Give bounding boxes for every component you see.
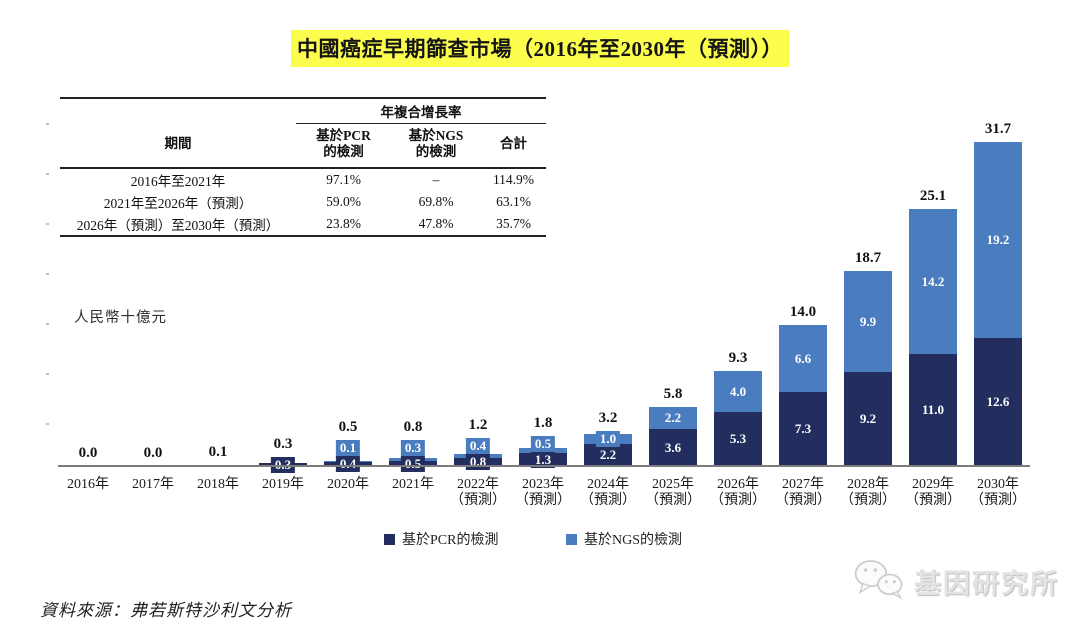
cagr-table-cell: 63.1% xyxy=(496,194,531,209)
cagr-table-cell: 114.9% xyxy=(492,172,535,187)
wechat-icon xyxy=(852,556,906,607)
x-axis-label: 2019年 xyxy=(262,477,304,492)
bar-segment-label: 0.3 xyxy=(400,440,426,456)
cagr-table-cell: 2016年至2021年 xyxy=(130,174,226,189)
bar-segment-label: 12.6 xyxy=(982,394,1014,410)
cagr-table: 年複合增長率 期間 基於PCR 的檢測 基於NGS 的檢測 合計 2016年至2021… xyxy=(60,97,547,237)
bar-total-label: 0.0 xyxy=(143,445,163,461)
bar-total-label: 0.5 xyxy=(338,419,358,435)
cagr-table-cell: 35.7% xyxy=(496,216,531,231)
x-axis-label: 2025年 （預測） xyxy=(645,477,701,508)
y-axis-unit-label: 人民幣十億元 xyxy=(74,310,167,326)
cagr-table-row: 2016年至2021年 97.1% – 114.9% xyxy=(60,168,546,191)
x-axis-label: 2027年 （預測） xyxy=(775,477,831,508)
bar-total-label: 31.7 xyxy=(984,121,1012,137)
bar-total-label: 5.8 xyxy=(663,386,683,402)
cagr-table-cell: 59.0% xyxy=(326,194,361,209)
bar-total-label: 0.3 xyxy=(273,436,293,452)
x-axis-label: 2023年 （預測） xyxy=(515,477,571,508)
highlighted-title: 中國癌症早期篩查市場（2016年至2030年（預測）） xyxy=(291,30,789,67)
x-axis-label: 2021年 xyxy=(392,477,434,492)
legend-label-pcr: 基於PCR的檢測 xyxy=(402,533,499,548)
cagr-group-header: 年複合增長率 xyxy=(296,98,547,124)
cagr-column-header-row: 期間 基於PCR 的檢測 基於NGS 的檢測 合計 xyxy=(60,123,547,169)
cagr-table-cell: 69.8% xyxy=(418,194,454,209)
bar-segment-label: 11.0 xyxy=(917,402,949,418)
bar-total-label: 14.0 xyxy=(789,304,817,320)
bar-segment-label: 14.2 xyxy=(917,274,949,290)
cagr-table-row: 2026年（預測）至2030年（預測） 23.8% 47.8% 35.7% xyxy=(60,213,546,236)
bar-segment-label: 7.3 xyxy=(790,421,816,437)
bar-total-label: 1.8 xyxy=(533,415,553,431)
bar-segment-label: 4.0 xyxy=(725,384,751,400)
bar-segment-label: 9.2 xyxy=(855,411,881,427)
y-axis-tick xyxy=(46,423,49,425)
x-axis-label: 2030年 （預測） xyxy=(970,477,1026,508)
bar-segment-label: 5.3 xyxy=(725,431,751,447)
bar-segment-label: 0.1 xyxy=(335,440,361,456)
x-axis-label: 2028年 （預測） xyxy=(840,477,896,508)
legend-item-ngs: 基於NGS的檢測 xyxy=(566,529,682,549)
y-axis-tick xyxy=(46,273,49,275)
watermark-text: 基因研究所 xyxy=(914,569,1059,599)
y-axis-tick xyxy=(46,373,49,375)
bar-total-label: 25.1 xyxy=(919,188,947,204)
bar-segment-label: 0.8 xyxy=(465,454,491,470)
y-axis-tick xyxy=(46,323,49,325)
bar-total-label: 9.3 xyxy=(728,350,748,366)
bar-segment-label: 0.5 xyxy=(530,436,556,452)
legend-item-pcr: 基於PCR的檢測 xyxy=(384,529,498,549)
bar-total-label: 0.0 xyxy=(78,445,98,461)
cagr-table-cell: 23.8% xyxy=(326,216,361,231)
bar-segment-label: 0.5 xyxy=(400,456,426,472)
bar-total-label: 0.1 xyxy=(208,444,228,460)
x-axis-label: 2024年 （預測） xyxy=(580,477,636,508)
y-axis-tick xyxy=(46,123,49,125)
cagr-group-row: 年複合增長率 xyxy=(60,98,547,124)
x-axis-label: 2026年 （預測） xyxy=(710,477,766,508)
legend-label-ngs: 基於NGS的檢測 xyxy=(584,533,683,548)
cagr-table-cell: – xyxy=(432,172,440,187)
bar-segment-label: 3.6 xyxy=(660,440,686,456)
source-attribution: 資料來源：弗若斯特沙利文分析 xyxy=(40,601,292,620)
cagr-table-cell: 2026年（預測）至2030年（預測） xyxy=(76,218,280,233)
y-axis-tick xyxy=(46,223,49,225)
x-axis-label: 2016年 xyxy=(67,477,109,492)
x-axis-label: 2022年 （預測） xyxy=(450,477,506,508)
bar-segment-label: 2.2 xyxy=(660,410,686,426)
cagr-column-header: 基於PCR 的檢測 xyxy=(296,123,391,169)
x-axis-line xyxy=(58,465,1030,467)
bar-segment-label: 9.9 xyxy=(855,314,881,330)
cagr-column-header: 期間 xyxy=(60,123,296,169)
ngs-color-swatch xyxy=(566,533,577,545)
x-axis-label: 2017年 xyxy=(132,477,174,492)
y-axis-tick xyxy=(46,173,49,175)
bar-total-label: 3.2 xyxy=(598,410,618,426)
bar-total-label: 1.2 xyxy=(468,417,488,433)
bar-total-label: 18.7 xyxy=(854,250,882,266)
cagr-table-cell: 2021年至2026年（預測） xyxy=(103,196,253,211)
x-axis-label: 2018年 xyxy=(197,477,239,492)
bar-segment-label: 1.0 xyxy=(595,431,621,447)
bar-segment-label: 0.4 xyxy=(465,438,491,454)
bar-segment-label: 6.6 xyxy=(790,351,816,367)
page-title: 中國癌症早期篩查市場（2016年至2030年（預測）） xyxy=(0,30,1080,67)
bar-segment-label: 19.2 xyxy=(982,232,1014,248)
cagr-column-header: 合計 xyxy=(481,123,547,169)
x-axis-label: 2020年 xyxy=(327,477,369,492)
bar-segment-label: 1.3 xyxy=(530,452,556,468)
cagr-table-row: 2021年至2026年（預測） 59.0% 69.8% 63.1% xyxy=(60,191,546,213)
pcr-color-swatch xyxy=(384,533,395,545)
cagr-table-cell: 97.1% xyxy=(326,172,361,187)
watermark: 基因研究所 xyxy=(852,556,1059,607)
bar-segment-label: 2.2 xyxy=(595,447,621,463)
bar-total-label: 0.8 xyxy=(403,419,423,435)
x-axis-label: 2029年 （預測） xyxy=(905,477,961,508)
cagr-table-body: 2016年至2021年 97.1% – 114.9% 2021年至2026年（預測） 59… xyxy=(60,168,546,236)
cagr-table-cell: 47.8% xyxy=(418,216,454,231)
cagr-column-header: 基於NGS 的檢測 xyxy=(391,123,481,169)
bar-segment-label: 0.4 xyxy=(335,456,361,472)
